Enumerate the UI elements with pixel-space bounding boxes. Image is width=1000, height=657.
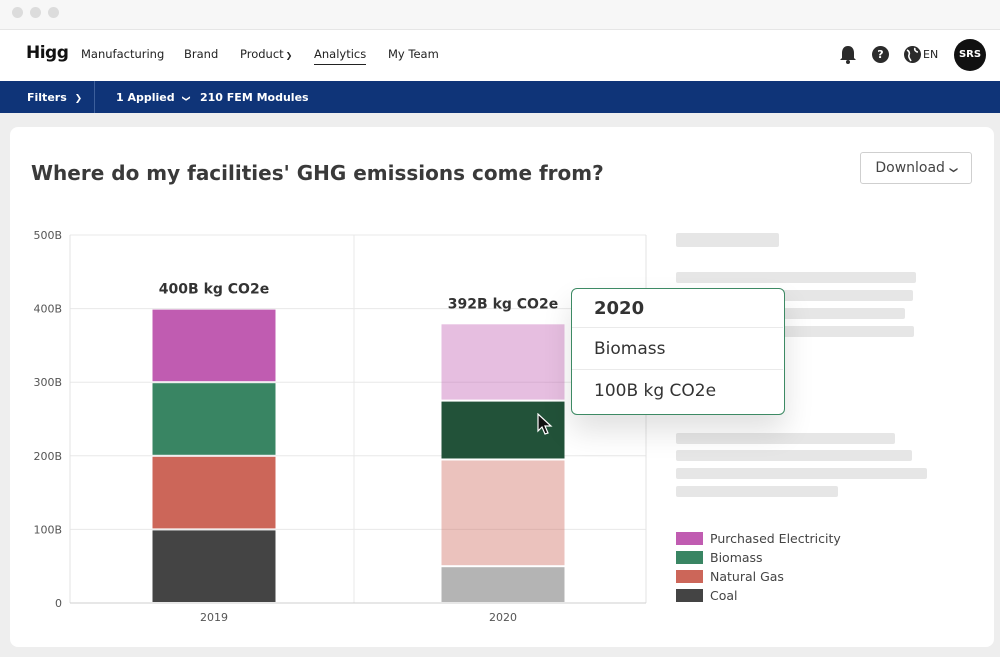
bar-2019-coal — [152, 530, 276, 602]
x-tick-label: 2020 — [489, 611, 517, 624]
window-maximize-dot[interactable] — [48, 7, 59, 18]
y-tick-label: 400B — [33, 303, 62, 316]
download-label: Download — [875, 160, 945, 176]
card-title: Where do my facilities' GHG emissions co… — [31, 161, 604, 185]
nav-manufacturing[interactable]: Manufacturing — [81, 47, 165, 61]
y-tick-label: 500B — [33, 229, 62, 242]
bar-2019-natural-gas — [152, 456, 276, 529]
skeleton-line — [676, 433, 895, 444]
filter-bar: Filters ❯ 1 Applied ❯ 210 FEM Modules — [0, 81, 1000, 113]
tooltip-year: 2020 — [572, 289, 783, 328]
legend-label: Coal — [710, 588, 738, 603]
bar-2020-coal — [441, 567, 565, 602]
nav-product-label: Product — [240, 47, 284, 61]
legend-label: Purchased Electricity — [710, 531, 841, 546]
legend-swatch — [676, 589, 703, 602]
skeleton-line — [676, 486, 838, 497]
bell-icon[interactable] — [839, 45, 857, 65]
nav-product[interactable]: Product ❯ — [240, 47, 292, 61]
window-close-dot[interactable] — [12, 7, 23, 18]
mouse-cursor-icon — [537, 413, 553, 435]
y-tick-label: 100B — [33, 523, 62, 536]
legend-swatch — [676, 551, 703, 564]
legend-swatch — [676, 570, 703, 583]
bar-2019-biomass — [152, 383, 276, 455]
download-button[interactable]: Download ❯ — [860, 152, 972, 184]
skeleton-line — [676, 290, 913, 301]
nav-brand[interactable]: Brand — [184, 47, 219, 61]
chart-tooltip: 2020 Biomass 100B kg CO2e — [571, 288, 785, 415]
chevron-down-icon: ❯ — [285, 51, 293, 60]
skeleton-line — [676, 468, 927, 479]
user-avatar[interactable]: SRS — [954, 39, 986, 71]
help-icon[interactable]: ? — [872, 46, 889, 63]
legend-label: Biomass — [710, 550, 763, 565]
skeleton-line — [676, 308, 905, 319]
skeleton-line — [676, 326, 914, 337]
y-tick-label: 200B — [33, 450, 62, 463]
top-navbar: Higg Manufacturing Brand Product ❯ Analyt… — [0, 30, 1000, 81]
applied-filters-dropdown[interactable]: 1 Applied ❯ — [116, 91, 191, 104]
higg-logo[interactable]: Higg — [26, 43, 69, 63]
nav-analytics[interactable]: Analytics — [314, 47, 367, 65]
tooltip-value: 100B kg CO2e — [594, 381, 717, 401]
legend-label: Natural Gas — [710, 569, 784, 584]
skeleton-heading — [676, 233, 779, 247]
filter-divider — [94, 81, 95, 113]
bar-2020-natural-gas — [441, 460, 565, 566]
y-tick-label: 0 — [55, 597, 62, 610]
bar-2019-purchased-electricity — [152, 309, 276, 382]
window-titlebar — [0, 0, 1000, 30]
modules-count: 210 FEM Modules — [200, 91, 309, 104]
filters-label: Filters — [27, 91, 67, 104]
applied-label: 1 Applied — [116, 91, 175, 104]
x-tick-label: 2019 — [200, 611, 228, 624]
bar-total-label: 392B kg CO2e — [448, 296, 558, 312]
chevron-right-icon: ❯ — [74, 94, 83, 104]
legend-swatch — [676, 532, 703, 545]
tooltip-series: Biomass — [572, 328, 783, 370]
skeleton-line — [676, 272, 916, 283]
globe-icon[interactable] — [903, 45, 922, 64]
window-minimize-dot[interactable] — [30, 7, 41, 18]
y-tick-label: 300B — [33, 376, 62, 389]
nav-my-team[interactable]: My Team — [388, 47, 439, 61]
language-selector[interactable]: EN — [923, 48, 939, 61]
filters-toggle[interactable]: Filters ❯ — [27, 91, 82, 104]
bar-total-label: 400B kg CO2e — [159, 282, 269, 298]
skeleton-line — [676, 450, 912, 461]
bar-2020-purchased-electricity — [441, 324, 565, 400]
